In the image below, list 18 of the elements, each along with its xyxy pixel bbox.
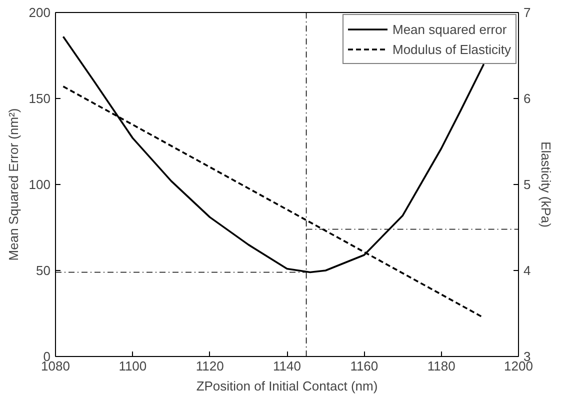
y-tick-label: 100 — [28, 177, 51, 192]
y-axis-title: Mean Squared Error (nm²) — [6, 108, 21, 261]
legend-label: Mean squared error — [392, 22, 507, 36]
y2-tick-label: 5 — [524, 177, 531, 192]
y-tick-label: 50 — [36, 263, 51, 278]
x-axis-title: ZPosition of Initial Contact (nm) — [196, 378, 378, 394]
x-tick-label: 1100 — [118, 358, 147, 374]
x-tick-label: 1160 — [350, 358, 378, 374]
y2-axis-title: Elasticity (kPa) — [538, 142, 554, 228]
x-tick-label: 1140 — [273, 358, 301, 374]
legend-label: Modulus of Elasticity — [392, 42, 511, 56]
y2-tick-label: 7 — [524, 5, 531, 20]
y2-tick-label: 6 — [524, 91, 531, 106]
y2-tick-label: 4 — [524, 263, 531, 278]
y-tick-label: 200 — [28, 5, 51, 20]
y-tick-label: 150 — [28, 91, 51, 106]
x-tick-label: 1120 — [196, 358, 224, 374]
x-tick-label: 1180 — [427, 358, 456, 374]
